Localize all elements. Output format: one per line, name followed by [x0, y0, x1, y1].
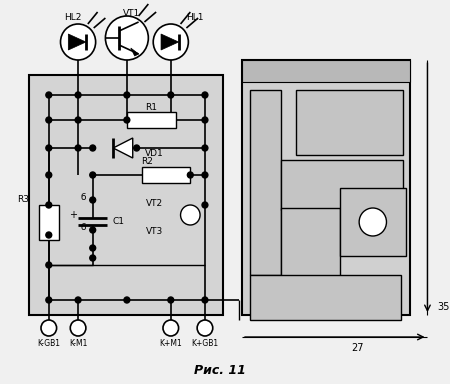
Text: HL1: HL1 [186, 13, 204, 23]
Circle shape [75, 297, 81, 303]
Text: C1: C1 [112, 217, 124, 227]
Circle shape [187, 172, 193, 178]
Circle shape [75, 92, 81, 98]
Circle shape [90, 245, 96, 251]
Text: VT1: VT1 [123, 8, 140, 18]
Bar [127, 112, 176, 128]
Text: R1: R1 [145, 103, 157, 111]
Text: Рис. 11: Рис. 11 [194, 364, 246, 376]
Circle shape [163, 320, 179, 336]
Text: +: + [69, 210, 77, 220]
Circle shape [168, 92, 174, 98]
Circle shape [46, 232, 52, 238]
Polygon shape [131, 48, 139, 56]
Text: VD1: VD1 [144, 149, 163, 159]
Bar [39, 205, 58, 240]
Circle shape [124, 92, 130, 98]
Circle shape [90, 197, 96, 203]
Circle shape [153, 24, 189, 60]
Bar [281, 160, 403, 210]
Circle shape [70, 320, 86, 336]
Bar [281, 208, 340, 288]
Polygon shape [68, 34, 86, 50]
Text: K-M1: K-M1 [69, 339, 87, 348]
Text: VT2: VT2 [146, 199, 163, 207]
Circle shape [105, 16, 148, 60]
Text: R3: R3 [17, 195, 29, 205]
Bar [242, 60, 410, 315]
Circle shape [134, 145, 140, 151]
Bar [141, 167, 190, 183]
Circle shape [46, 145, 52, 151]
Circle shape [197, 320, 213, 336]
Text: K+M1: K+M1 [159, 339, 182, 348]
Text: VT3: VT3 [146, 227, 164, 237]
Bar [250, 275, 401, 320]
Bar [250, 90, 281, 275]
Text: 35: 35 [437, 302, 450, 312]
Circle shape [46, 117, 52, 123]
Circle shape [202, 117, 208, 123]
Circle shape [90, 172, 96, 178]
Circle shape [124, 297, 130, 303]
Circle shape [90, 255, 96, 261]
Circle shape [75, 117, 81, 123]
Polygon shape [113, 138, 133, 158]
Circle shape [90, 227, 96, 233]
Bar [29, 75, 222, 315]
Circle shape [180, 205, 200, 225]
Circle shape [124, 117, 130, 123]
Circle shape [90, 145, 96, 151]
Text: б: б [81, 194, 86, 202]
Text: K+GB1: K+GB1 [191, 339, 219, 348]
Circle shape [46, 172, 52, 178]
Bar [242, 60, 410, 82]
Bar [340, 188, 406, 256]
Circle shape [168, 297, 174, 303]
Circle shape [202, 92, 208, 98]
Circle shape [202, 297, 208, 303]
Circle shape [46, 92, 52, 98]
Text: б: б [81, 223, 86, 232]
Circle shape [46, 202, 52, 208]
Bar [296, 90, 403, 155]
Circle shape [202, 172, 208, 178]
Text: 27: 27 [351, 343, 364, 353]
Text: K-GB1: K-GB1 [37, 339, 60, 348]
Text: R2: R2 [141, 157, 153, 167]
Circle shape [359, 208, 387, 236]
Polygon shape [161, 34, 179, 50]
Circle shape [202, 145, 208, 151]
Circle shape [75, 145, 81, 151]
Circle shape [60, 24, 96, 60]
Text: HL2: HL2 [64, 13, 82, 23]
Circle shape [41, 320, 57, 336]
Circle shape [46, 297, 52, 303]
Circle shape [202, 202, 208, 208]
Circle shape [46, 262, 52, 268]
